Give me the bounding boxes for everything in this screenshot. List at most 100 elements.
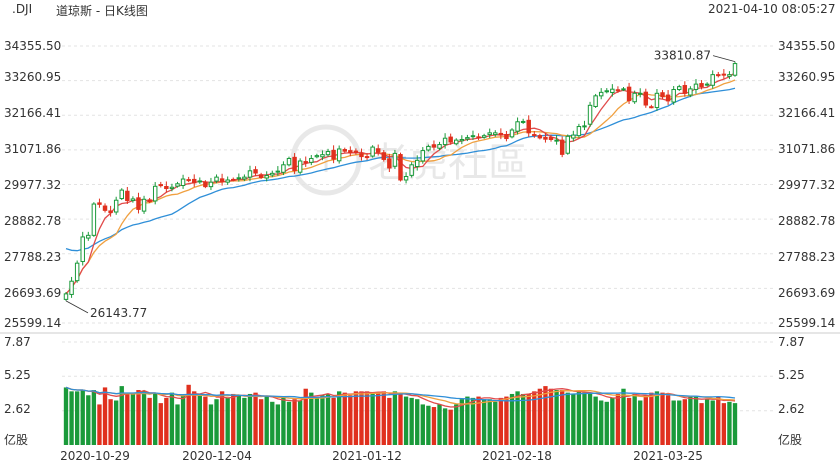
volume-bar (471, 398, 475, 445)
volume-bar (393, 391, 397, 445)
volume-bar (220, 391, 224, 445)
candle-body (388, 159, 391, 168)
volume-bar (699, 403, 703, 445)
volume-bar (727, 402, 731, 445)
volume-bar (270, 402, 274, 445)
candle-body (237, 178, 240, 179)
candle-body (181, 179, 184, 185)
candle-body (376, 149, 379, 152)
volume-bar (554, 390, 558, 445)
volume-bar (92, 390, 96, 445)
volume-bar (432, 407, 436, 445)
candle-body (165, 187, 168, 189)
volume-bar (694, 397, 698, 445)
candle-body (588, 105, 591, 124)
volume-bar (292, 399, 296, 445)
candles (64, 62, 736, 301)
candle-body (354, 151, 357, 152)
volume-bar (125, 393, 129, 445)
volume-bar (103, 387, 107, 445)
volume-bar (242, 398, 246, 445)
candle-body (672, 90, 675, 103)
candle-body (471, 136, 474, 137)
volume-bar (253, 393, 257, 445)
volume-bar (627, 398, 631, 445)
volume-bar (582, 393, 586, 445)
candle-body (332, 150, 335, 159)
volume-bar (287, 402, 291, 445)
candle-body (209, 182, 212, 186)
candle-body (549, 137, 552, 139)
candle-body (678, 87, 681, 90)
candle-body (449, 137, 452, 142)
volume-bar (214, 399, 218, 445)
volume-bar (560, 390, 564, 445)
candle-body (399, 155, 402, 180)
candle-body (622, 89, 625, 90)
volume-bar (683, 399, 687, 445)
volume-bar (237, 395, 241, 445)
candle-body (298, 161, 301, 172)
candle-body (243, 177, 246, 179)
candle-body (170, 187, 173, 188)
candle-body (521, 121, 524, 122)
volume-bar (370, 394, 374, 445)
volume-bar (543, 386, 547, 445)
candle-body (259, 175, 262, 178)
candle-body (343, 150, 346, 152)
candle-body (516, 122, 519, 131)
volume-bar (153, 393, 157, 445)
candle-body (153, 186, 156, 201)
volume-bar (387, 398, 391, 445)
candle-body (365, 157, 368, 158)
volume-bar (142, 391, 146, 445)
candle-body (700, 84, 703, 87)
candle-body (421, 151, 424, 161)
candle-body (382, 153, 385, 160)
volume-bar (382, 391, 386, 445)
low-annotation-leader (66, 301, 88, 313)
candle-body (271, 173, 274, 175)
candle-body (644, 92, 647, 105)
candle-body (572, 135, 575, 138)
candle-body (276, 171, 279, 172)
volume-bar (515, 391, 519, 445)
volume-bar (443, 408, 447, 445)
volume-bar (281, 398, 285, 445)
volume-bar (722, 403, 726, 445)
volume-bar (337, 391, 341, 445)
candle-body (198, 181, 201, 182)
candle-body (661, 93, 664, 97)
volume-bar (404, 397, 408, 445)
candle-body (410, 165, 413, 176)
candle-body (577, 127, 580, 136)
candle-body (114, 200, 117, 212)
candle-body (87, 235, 90, 238)
volume-bar (376, 393, 380, 445)
volume-bar (69, 391, 73, 445)
volume-bar (421, 404, 425, 445)
candle-body (254, 170, 257, 173)
volume-bar (198, 394, 202, 445)
candle-body (315, 156, 318, 157)
candle-body (126, 191, 129, 200)
candle-body (293, 157, 296, 170)
candle-body (611, 89, 614, 92)
candle-body (605, 91, 608, 92)
candle-body (321, 155, 324, 157)
candle-body (432, 145, 435, 147)
candle-body (159, 185, 162, 186)
volume-bar (632, 394, 636, 445)
candle-body (460, 139, 463, 140)
candle-body (360, 154, 363, 157)
volume-bar (415, 399, 419, 445)
candle-body (438, 145, 441, 149)
volume-bar (131, 393, 135, 445)
volume-bar (326, 394, 330, 445)
candle-body (427, 146, 430, 150)
candle-body (616, 90, 619, 91)
volume-bar (398, 394, 402, 445)
candle-body (533, 135, 536, 136)
volume-bar (175, 404, 179, 445)
